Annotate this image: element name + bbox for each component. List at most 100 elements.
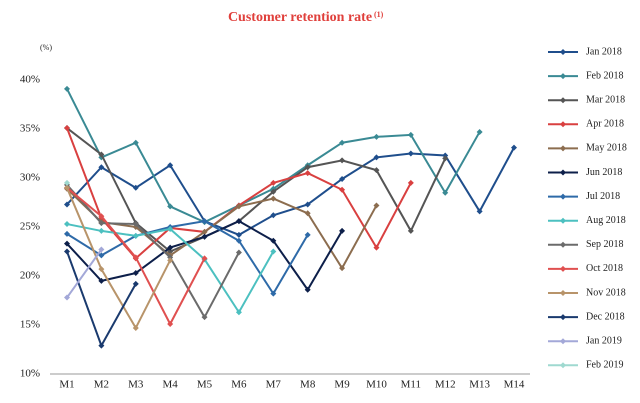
x-tick-label: M4 bbox=[163, 379, 179, 391]
legend-label: Nov 2018 bbox=[586, 287, 626, 298]
legend-marker bbox=[560, 97, 566, 104]
legend-marker bbox=[560, 145, 566, 152]
y-unit: (%) bbox=[40, 43, 52, 52]
point bbox=[270, 212, 277, 219]
x-tick-label: M10 bbox=[366, 379, 387, 391]
point bbox=[442, 155, 449, 162]
legend-marker bbox=[560, 290, 566, 296]
legend-marker bbox=[560, 169, 566, 176]
point bbox=[167, 321, 174, 328]
point bbox=[98, 266, 105, 273]
point bbox=[407, 131, 414, 138]
legend-marker bbox=[560, 73, 566, 80]
legend-label: Feb 2019 bbox=[586, 360, 624, 371]
point bbox=[270, 237, 277, 244]
series-line bbox=[66, 127, 447, 253]
series-line bbox=[66, 220, 309, 296]
point bbox=[132, 324, 139, 331]
point bbox=[132, 270, 139, 277]
point bbox=[270, 179, 277, 186]
point bbox=[98, 252, 105, 259]
y-tick-label: 10% bbox=[20, 368, 40, 380]
point bbox=[373, 133, 380, 140]
legend-label: Mar 2018 bbox=[586, 94, 625, 105]
point bbox=[373, 202, 380, 209]
point bbox=[235, 218, 242, 225]
legend-label: Jan 2018 bbox=[586, 46, 622, 57]
point bbox=[339, 157, 346, 164]
point bbox=[167, 203, 174, 210]
x-tick-label: M2 bbox=[94, 379, 109, 391]
series-line bbox=[66, 223, 275, 315]
point bbox=[201, 314, 208, 321]
series-line bbox=[66, 147, 515, 236]
legend-marker bbox=[560, 217, 566, 224]
point bbox=[235, 231, 242, 238]
y-tick-label: 35% bbox=[20, 123, 40, 135]
point bbox=[407, 179, 414, 186]
chart-title: Customer retention rate bbox=[228, 10, 372, 25]
point bbox=[64, 221, 70, 228]
legend-marker bbox=[560, 121, 566, 128]
point bbox=[132, 254, 139, 261]
legend-label: Oct 2018 bbox=[586, 263, 623, 274]
legend-label: Apr 2018 bbox=[586, 119, 624, 130]
point bbox=[304, 164, 311, 171]
point bbox=[201, 233, 208, 240]
point bbox=[98, 342, 105, 349]
x-tick-label: M8 bbox=[300, 379, 316, 391]
legend-label: Aug 2018 bbox=[586, 215, 626, 226]
x-tick-label: M5 bbox=[197, 379, 213, 391]
legend-label: Jul 2018 bbox=[586, 191, 620, 202]
series-line bbox=[66, 251, 137, 348]
point bbox=[132, 221, 139, 228]
point bbox=[64, 179, 70, 186]
series-line bbox=[66, 184, 240, 320]
point bbox=[304, 201, 311, 208]
point bbox=[201, 255, 208, 262]
point bbox=[304, 286, 311, 293]
point bbox=[64, 240, 70, 247]
y-tick-label: 30% bbox=[20, 172, 40, 184]
point bbox=[270, 195, 277, 202]
point bbox=[167, 257, 174, 264]
point bbox=[201, 228, 208, 235]
legend-marker bbox=[560, 362, 566, 369]
point bbox=[339, 186, 346, 193]
point bbox=[304, 170, 311, 177]
point bbox=[64, 125, 70, 132]
point bbox=[476, 128, 483, 135]
legend-label: Jun 2018 bbox=[586, 167, 622, 178]
point bbox=[98, 213, 105, 220]
point bbox=[64, 184, 70, 191]
legend-label: May 2018 bbox=[586, 143, 627, 154]
x-tick-label: M14 bbox=[504, 379, 525, 391]
point bbox=[511, 144, 517, 151]
point bbox=[339, 227, 346, 234]
legend-label: Sep 2018 bbox=[586, 239, 624, 250]
point bbox=[64, 201, 70, 208]
point bbox=[339, 139, 346, 146]
point bbox=[270, 248, 277, 255]
point bbox=[98, 227, 105, 234]
point bbox=[98, 246, 105, 253]
x-tick-label: M6 bbox=[231, 379, 247, 391]
point bbox=[64, 230, 70, 237]
legend-marker bbox=[560, 265, 566, 272]
legend-marker bbox=[560, 241, 566, 248]
legend-label: Dec 2018 bbox=[586, 311, 625, 322]
x-tick-label: M3 bbox=[128, 379, 144, 391]
point bbox=[98, 164, 105, 171]
x-tick-label: M7 bbox=[266, 379, 282, 391]
x-tick-label: M11 bbox=[401, 379, 421, 391]
point bbox=[235, 203, 242, 210]
legend-marker bbox=[560, 193, 566, 200]
point bbox=[98, 277, 105, 284]
point bbox=[167, 225, 174, 232]
point bbox=[167, 244, 174, 251]
point bbox=[476, 208, 483, 215]
series-line bbox=[66, 248, 103, 299]
legend-marker bbox=[560, 314, 566, 321]
point bbox=[64, 85, 70, 92]
